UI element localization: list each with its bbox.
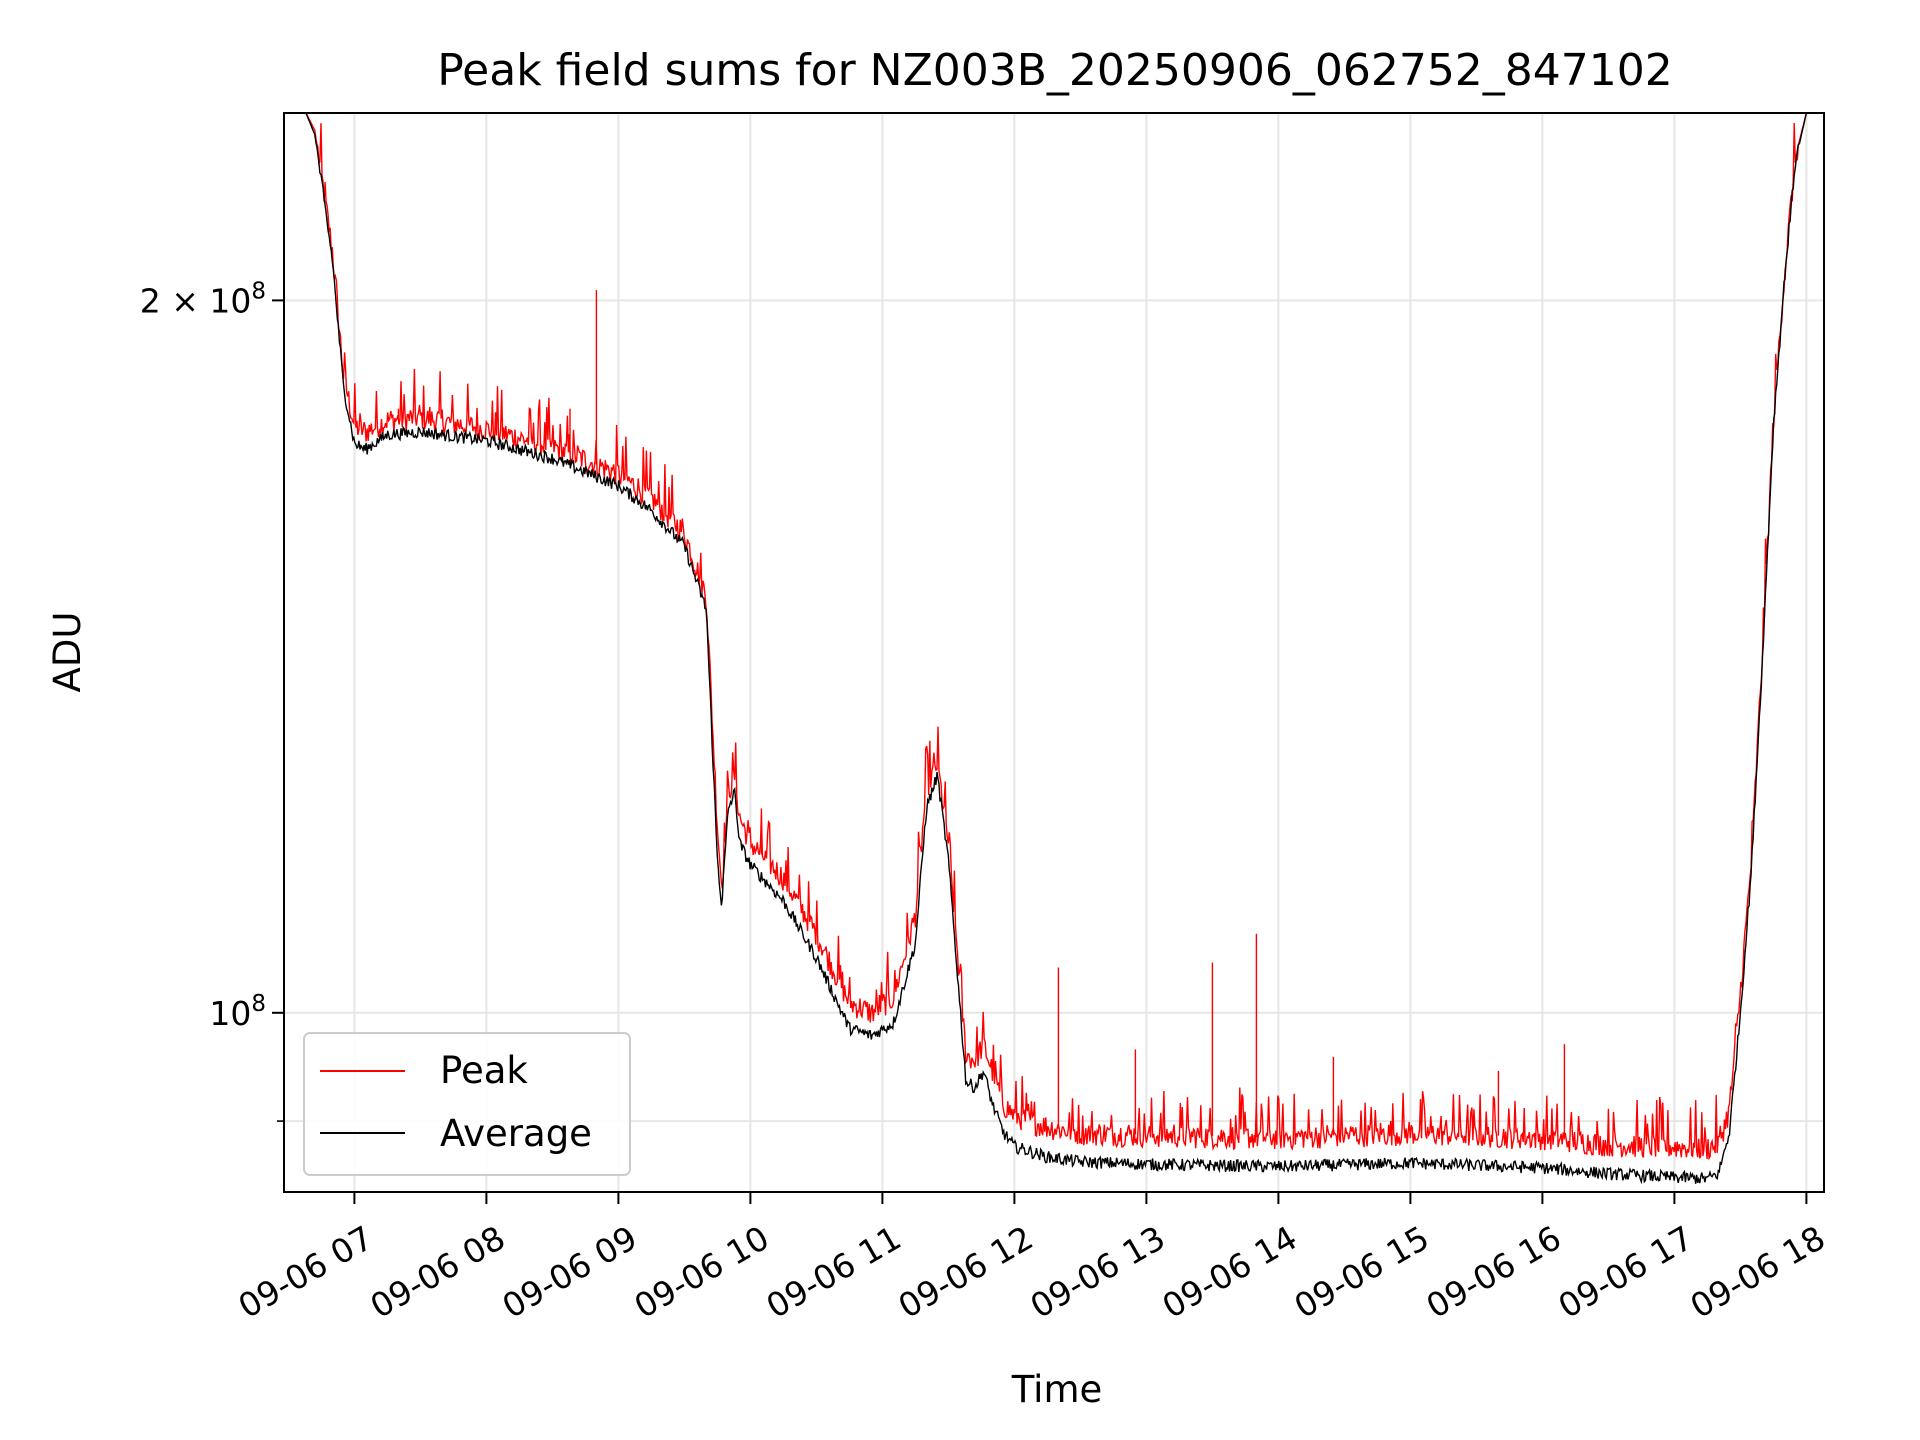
plot-series [284,112,1824,1185]
legend-box [303,1032,631,1176]
legend-label-peak: Peak [440,1049,528,1092]
series-line-average [284,112,1824,1185]
y-tick-label: 2 × 108 [140,278,266,320]
legend: Peak Average [303,1032,631,1176]
y-axis-ticks: 108 2 × 108 [140,278,284,1122]
x-axis-label: Time [1011,1368,1103,1411]
y-tick-label: 108 [209,991,266,1033]
plot-area-frame [283,112,1825,1193]
y-axis-label: ADU [46,612,89,693]
grid-lines [284,113,1824,1192]
chart-title: Peak field sums for NZ003B_20250906_0627… [437,45,1673,96]
legend-label-average: Average [440,1112,592,1155]
